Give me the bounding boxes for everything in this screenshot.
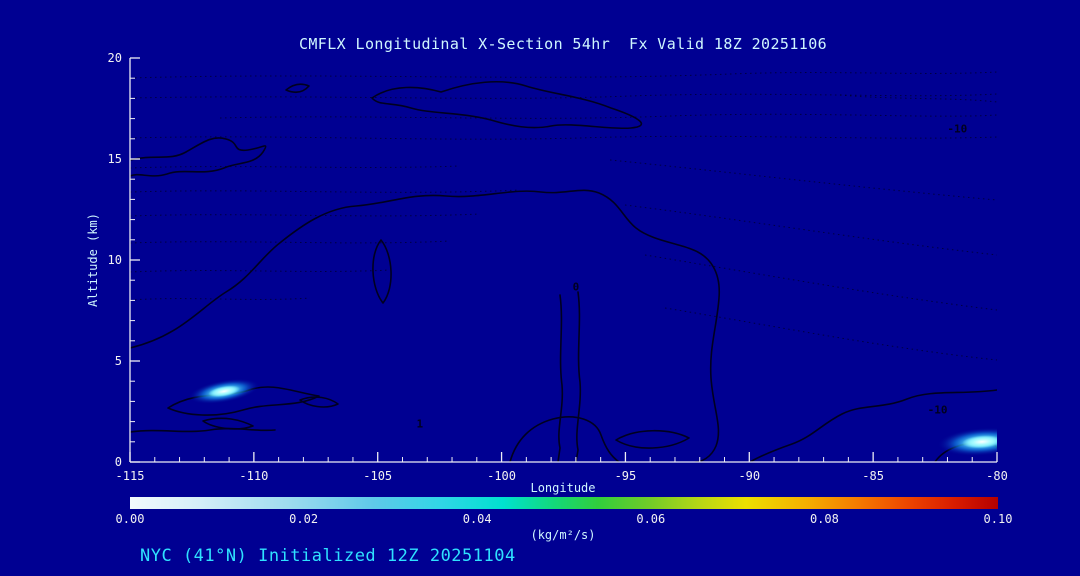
y-tick-label: 5: [115, 354, 122, 368]
y-tick-label: 20: [108, 51, 122, 65]
contour-path: [299, 396, 339, 408]
contour-path: [285, 83, 310, 94]
plot-title: CMFLX Longitudinal X-Section 54hr Fx Val…: [299, 35, 827, 53]
contour-path: [575, 291, 582, 462]
contour-path: [130, 189, 721, 462]
contour-path: [202, 417, 254, 430]
contour-path: [839, 94, 997, 103]
x-axis-title: Longitude: [530, 481, 595, 495]
colorbar-units-label: (kg/m²/s): [530, 528, 595, 542]
hotspot-core: [961, 435, 997, 449]
contour-path: [130, 71, 997, 79]
colorbar: [130, 497, 998, 509]
contour-lines: [130, 71, 997, 462]
contour-value-label: 0: [573, 280, 580, 293]
colorbar-tick-label: 0.08: [810, 512, 839, 526]
x-tick-label: -95: [615, 469, 637, 483]
x-tick-label: -85: [862, 469, 884, 483]
x-tick-label: -105: [363, 469, 392, 483]
contour-labels: 0 -10 -10 1: [417, 123, 968, 431]
hotspot-core: [208, 385, 241, 398]
contour-value-label: -10: [928, 403, 948, 416]
contour-value-label: -10: [947, 123, 967, 136]
contour-path: [130, 137, 267, 177]
flux-hotspots: [188, 378, 997, 457]
contour-path: [557, 294, 564, 462]
contour-path: [130, 93, 997, 99]
contour-value-label: 1: [417, 418, 424, 431]
x-axis-ticks: -115 -110 -105 -100 -95 -90 -85 -80: [116, 452, 1008, 483]
contour-path: [371, 80, 643, 130]
colorbar-tick-label: 0.04: [463, 512, 492, 526]
contour-path: [130, 165, 461, 169]
x-tick-label: -80: [986, 469, 1008, 483]
x-tick-label: -90: [738, 469, 760, 483]
y-tick-label: 15: [108, 152, 122, 166]
contour-path: [372, 239, 392, 304]
contour-path: [509, 416, 620, 462]
y-tick-label: 10: [108, 253, 122, 267]
colorbar-tick-label: 0.06: [636, 512, 665, 526]
contour-path: [749, 389, 997, 462]
colorbar-tick-label: 0.10: [984, 512, 1013, 526]
colorbar-tick-label: 0.00: [116, 512, 145, 526]
colorbar-tick-labels: 0.00 0.02 0.04 0.06 0.08 0.10: [116, 512, 1013, 526]
dashed-contours: [130, 71, 997, 361]
x-tick-label: -100: [487, 469, 516, 483]
y-axis-ticks: 0 5 10 15 20: [108, 51, 140, 469]
contour-path: [219, 113, 997, 119]
x-tick-label: -110: [239, 469, 268, 483]
figure-caption: NYC (41°N) Initialized 12Z 20251104: [140, 546, 516, 566]
contour-path: [130, 213, 481, 217]
y-tick-label: 0: [115, 455, 122, 469]
contour-path: [130, 297, 311, 301]
solid-contours: [130, 80, 997, 462]
y-axis-title: Altitude (km): [86, 213, 100, 307]
contour-path: [130, 189, 521, 193]
contour-path: [615, 429, 690, 449]
contour-path: [130, 427, 276, 433]
contour-path: [130, 240, 451, 244]
x-tick-label: -115: [116, 469, 145, 483]
colorbar-tick-label: 0.02: [289, 512, 318, 526]
